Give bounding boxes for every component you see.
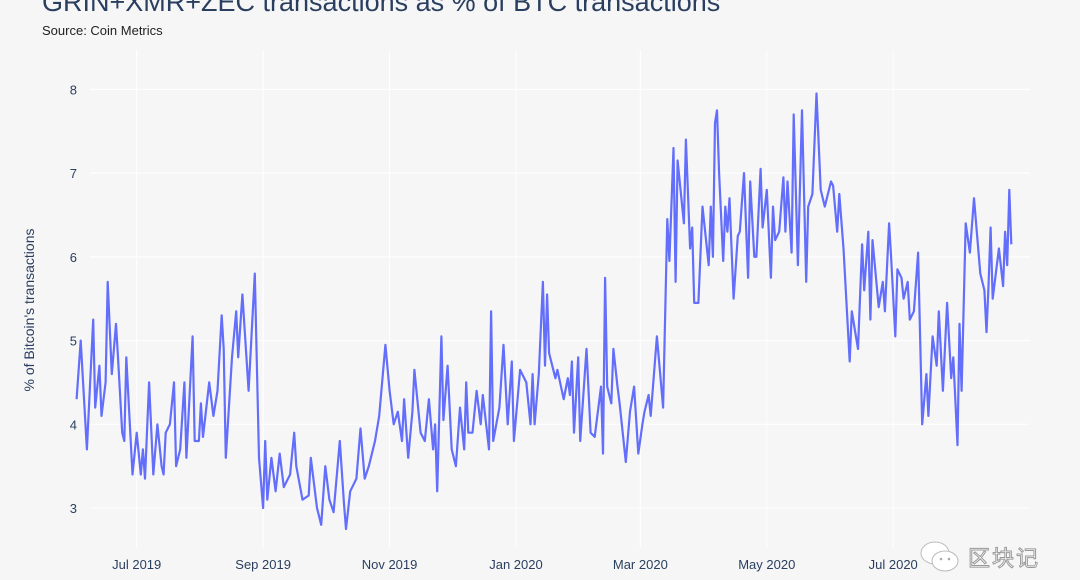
x-tick-label: Sep 2019: [235, 557, 291, 572]
series-group: [75, 92, 1013, 531]
watermark-text: 区块记: [967, 546, 1041, 572]
y-tick-label: 7: [70, 166, 77, 181]
y-tick-label: 3: [70, 501, 77, 516]
x-tick-label: Mar 2020: [613, 557, 668, 572]
x-tick-label: May 2020: [738, 557, 795, 572]
gridlines: [90, 50, 1030, 548]
chart-title: GRIN+XMR+ZEC transactions as % of BTC tr…: [42, 0, 721, 17]
chart-subtitle: Source: Coin Metrics: [42, 23, 163, 38]
y-tick-label: 8: [70, 82, 77, 97]
y-tick-label: 4: [70, 417, 77, 432]
x-axis-ticks: Jul 2019 Sep 2019 Nov 2019 Jan 2020 Mar 2020…: [112, 557, 918, 572]
x-tick-label: Jul 2019: [112, 557, 161, 572]
y-axis-ticks: 3 4 5 6 7 8: [70, 82, 77, 516]
x-tick-label: Jan 2020: [489, 557, 543, 572]
y-tick-label: 5: [70, 334, 77, 349]
watermark: 区块记: [918, 540, 1040, 574]
series-line: [75, 92, 1013, 531]
y-axis-label: % of Bitcoin's transactions: [21, 229, 37, 392]
y-tick-label: 6: [70, 250, 77, 265]
x-tick-label: Jul 2020: [869, 557, 918, 572]
chat-bubbles-icon: [920, 541, 959, 572]
x-tick-label: Nov 2019: [362, 557, 418, 572]
